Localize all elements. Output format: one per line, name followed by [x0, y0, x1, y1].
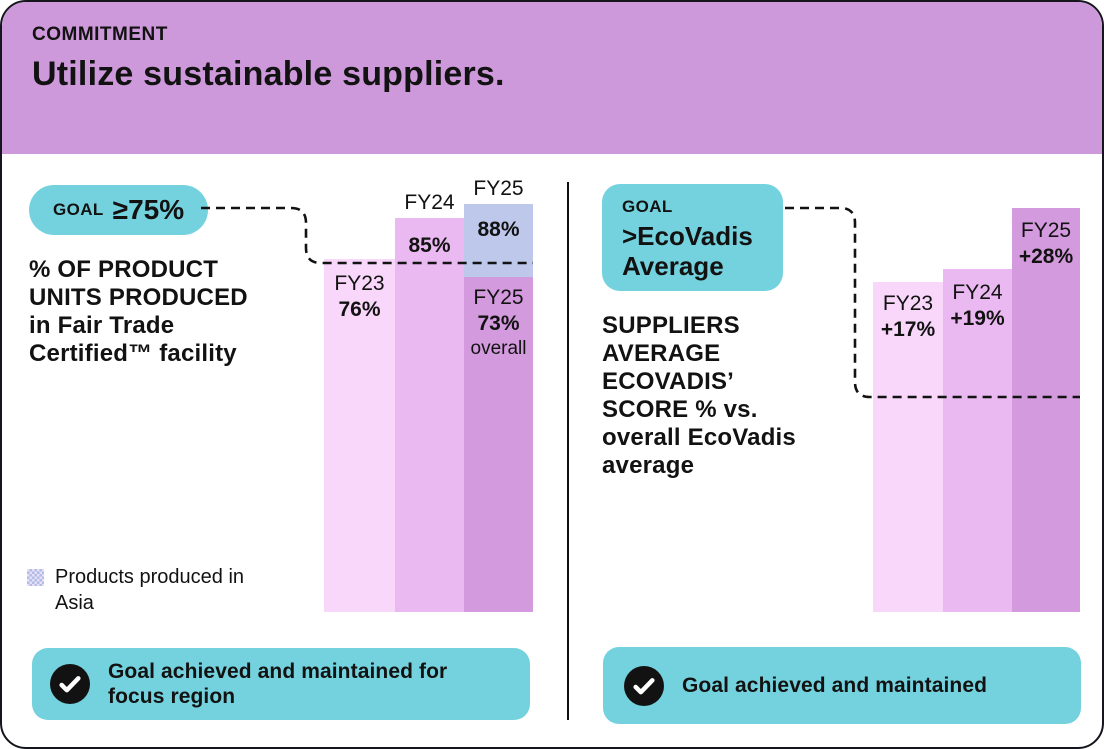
- right-goal-badge: GOAL >EcoVadis Average: [602, 184, 783, 291]
- legend-label: Products produced in Asia: [55, 566, 245, 614]
- right-status-banner: Goal achieved and maintained: [603, 647, 1081, 724]
- left-bar-fy25-overall-segment: FY25 73% overall: [464, 277, 533, 612]
- page-title: Utilize sustainable suppliers.: [32, 55, 505, 93]
- left-goal-label: GOAL: [53, 200, 104, 219]
- right-bar-fy24-year: FY24: [952, 281, 1003, 304]
- left-bar-fy25-overall-note: overall: [470, 338, 527, 359]
- left-bar-fy24-year: FY24: [404, 191, 455, 214]
- header-kicker: COMMITMENT: [32, 24, 168, 45]
- left-bar-fy25-asia-value: 88%: [477, 218, 520, 241]
- right-bar-fy24-value: +19%: [950, 307, 1005, 330]
- checkmark-icon: [624, 665, 664, 706]
- right-goal-value: >EcoVadis Average: [622, 221, 753, 281]
- left-chart-title: % OF PRODUCT UNITS PRODUCED in Fair Trad…: [29, 256, 248, 367]
- panel-divider: [567, 182, 569, 720]
- left-bar-fy25-year: FY25: [473, 177, 524, 200]
- right-goal-label: GOAL: [622, 197, 673, 216]
- right-bar-fy23: FY23 +17%: [873, 282, 943, 612]
- header-banner: COMMITMENT Utilize sustainable suppliers…: [2, 2, 1102, 154]
- left-bar-fy24: 85%: [395, 218, 464, 612]
- left-bar-fy25-asia-segment: 88%: [464, 204, 533, 277]
- right-chart-title: SUPPLIERS AVERAGE ECOVADIS’ SCORE % vs. …: [602, 312, 796, 479]
- asia-legend-swatch-icon: [27, 569, 44, 586]
- right-status-text: Goal achieved and maintained: [682, 674, 988, 697]
- left-bar-fy23-year: FY23: [334, 272, 385, 295]
- right-bar-fy24: FY24 +19%: [943, 269, 1012, 612]
- left-goal-badge: GOAL ≥75%: [29, 185, 209, 235]
- legend-products-produced-in-asia: Products produced in Asia: [27, 564, 244, 616]
- right-bar-fy25: FY25 +28%: [1012, 208, 1080, 612]
- left-bar-fy25-overall-year: FY25: [473, 286, 524, 309]
- left-goal-value: ≥75%: [112, 194, 185, 225]
- checkmark-icon: [50, 664, 90, 704]
- right-bar-fy23-value: +17%: [880, 318, 936, 341]
- left-bar-fy23-value: 76%: [338, 298, 381, 321]
- left-status-banner: Goal achieved and maintained for focus r…: [32, 648, 530, 720]
- right-bar-fy25-year: FY25: [1020, 219, 1072, 242]
- left-bar-fy25-overall-value: 73%: [477, 312, 520, 335]
- left-bar-fy23: FY23 76%: [324, 259, 395, 612]
- left-bar-fy24-value: 85%: [408, 234, 451, 257]
- right-bar-fy23-year: FY23: [882, 292, 934, 315]
- left-status-text: Goal achieved and maintained for focus r…: [108, 660, 448, 708]
- right-bar-fy25-value: +28%: [1018, 245, 1074, 268]
